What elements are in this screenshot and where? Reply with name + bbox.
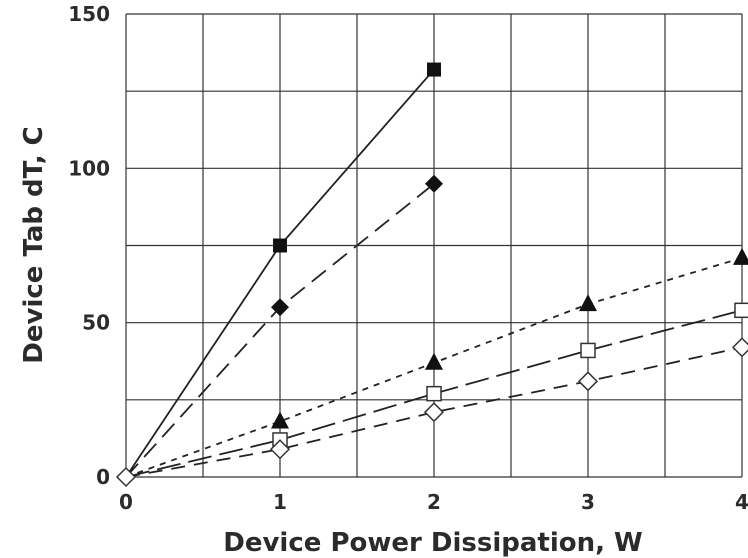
x-axis-title: Device Power Dissipation, W (223, 528, 642, 558)
series-5 (125, 337, 748, 478)
series-marker (423, 402, 445, 423)
y-tick-label: 50 (82, 311, 110, 335)
series-line (125, 309, 743, 478)
y-axis-title: Device Tab dT, C (19, 126, 49, 363)
series-marker (427, 62, 441, 77)
series-marker (271, 411, 289, 429)
y-tick-label: 150 (68, 2, 110, 26)
y-tick-label: 100 (68, 156, 110, 180)
series-1 (125, 62, 441, 478)
tick-labels: 0 1 2 3 4 0 50 100 150 (68, 2, 748, 514)
series-marker (734, 302, 748, 319)
y-tick-label: 0 (96, 465, 110, 489)
series-marker (577, 371, 599, 392)
x-tick-label: 0 (119, 490, 133, 514)
series-marker (733, 247, 748, 265)
series-marker (579, 294, 597, 312)
x-tick-label: 2 (427, 490, 441, 514)
series-marker (269, 439, 291, 460)
series-marker (580, 342, 596, 359)
series-marker (271, 298, 289, 317)
series-marker (426, 385, 442, 402)
series-marker (425, 352, 443, 370)
x-tick-label: 1 (273, 490, 287, 514)
series-marker (425, 174, 443, 193)
x-tick-label: 3 (581, 490, 595, 514)
series-marker (115, 466, 137, 488)
series-2 (125, 174, 443, 478)
series-marker (273, 238, 287, 253)
origin-point (115, 466, 137, 488)
series-4 (125, 302, 748, 478)
series-layer (115, 62, 748, 488)
series-3 (125, 247, 748, 478)
series-marker (731, 337, 748, 358)
x-tick-label: 4 (735, 490, 748, 514)
series-line (125, 346, 743, 478)
